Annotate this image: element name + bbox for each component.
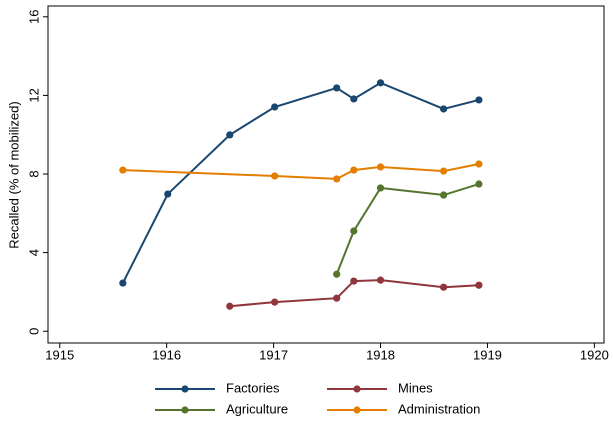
data-point — [475, 180, 483, 188]
data-point — [376, 276, 385, 284]
data-point — [271, 103, 279, 111]
data-point — [475, 160, 483, 168]
data-point — [350, 277, 358, 285]
data-point — [333, 294, 341, 302]
data-point — [376, 184, 385, 192]
data-point — [350, 95, 358, 103]
legend-label: Agriculture — [226, 401, 288, 416]
legend-marker — [181, 406, 189, 414]
x-tick-label: 1915 — [45, 347, 74, 362]
data-point — [376, 163, 385, 171]
data-point — [440, 191, 448, 199]
y-tick-label: 8 — [26, 170, 41, 177]
x-tick-label: 1920 — [580, 347, 609, 362]
data-point — [333, 175, 341, 183]
legend-label: Administration — [398, 401, 480, 416]
data-point — [475, 281, 483, 289]
data-point — [440, 105, 448, 113]
data-point — [376, 79, 385, 87]
plot-frame — [47, 5, 605, 344]
y-tick-label: 16 — [26, 10, 41, 24]
legend-marker — [353, 406, 361, 414]
y-tick-label: 12 — [26, 88, 41, 102]
x-tick-label: 1917 — [259, 347, 288, 362]
legend-marker — [353, 385, 361, 393]
data-point — [226, 302, 234, 310]
data-point — [333, 270, 341, 278]
data-point — [350, 166, 358, 174]
data-point — [164, 190, 172, 198]
x-tick-label: 1918 — [366, 347, 395, 362]
legend-label: Factories — [226, 380, 280, 395]
y-tick-label: 0 — [26, 328, 41, 335]
y-axis-title: Recalled (% of mobilized) — [6, 101, 21, 248]
data-point — [119, 279, 127, 287]
data-point — [440, 283, 448, 291]
data-point — [350, 227, 358, 235]
data-point — [333, 84, 341, 92]
x-tick-label: 1916 — [152, 347, 181, 362]
data-point — [226, 131, 234, 139]
data-point — [119, 166, 127, 174]
legend-marker — [181, 385, 189, 393]
data-point — [271, 298, 279, 306]
x-tick-label: 1919 — [473, 347, 502, 362]
legend-label: Mines — [398, 380, 433, 395]
data-point — [440, 167, 448, 175]
y-tick-label: 4 — [26, 249, 41, 256]
data-point — [271, 172, 279, 180]
data-point — [475, 96, 483, 104]
